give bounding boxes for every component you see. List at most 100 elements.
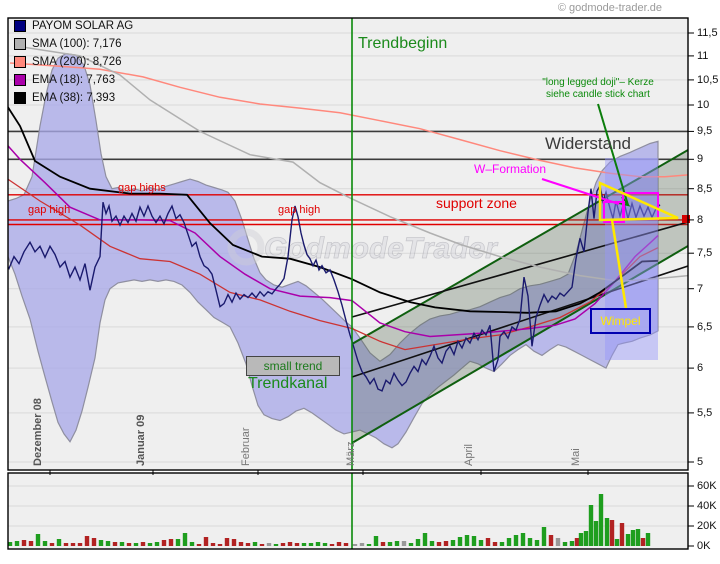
legend-label: EMA (38): 7,393 xyxy=(32,92,116,104)
legend-swatch xyxy=(14,74,26,86)
copyright-text: © godmode-trader.de xyxy=(557,2,662,14)
volume-bar xyxy=(598,494,604,546)
volume-bar xyxy=(49,543,55,546)
volume-bar xyxy=(614,539,620,546)
volume-bar xyxy=(471,536,477,546)
volume-bar xyxy=(436,542,442,546)
current-price-marker xyxy=(682,215,690,223)
annotation-doji-line1: "long legged doji"– Kerze xyxy=(542,77,654,88)
volume-bar xyxy=(366,544,372,546)
volume-bar xyxy=(252,542,258,546)
volume-bar xyxy=(280,543,286,546)
volume-bar xyxy=(604,518,610,546)
volume-bar xyxy=(588,505,594,546)
black-trendline xyxy=(351,265,688,378)
volume-bar xyxy=(422,533,428,546)
volume-bar xyxy=(308,543,314,546)
volume-bar xyxy=(63,543,69,546)
volume-bar xyxy=(578,533,584,546)
volume-bar xyxy=(322,543,328,546)
volume-axis-label: 20K xyxy=(697,520,717,532)
annotation-support-zone: support zone xyxy=(436,195,517,211)
price-axis-label: 6,5 xyxy=(697,321,713,333)
annotation-gap-highs: gap highs xyxy=(118,182,166,194)
volume-bar xyxy=(555,538,561,546)
volume-bar xyxy=(569,541,575,546)
volume-bar xyxy=(464,535,470,546)
volume-bar xyxy=(415,539,421,546)
volume-bar xyxy=(548,535,554,546)
price-axis-label: 9 xyxy=(697,153,704,165)
price-panel-content: GodmodeTrader xyxy=(8,18,688,470)
legend-swatch xyxy=(14,56,26,68)
trend-channel-lower-line xyxy=(351,245,688,444)
volume-bar xyxy=(352,544,358,546)
volume-bar xyxy=(210,543,216,546)
volume-bar xyxy=(175,539,181,546)
legend-swatch xyxy=(14,92,26,104)
volume-bar xyxy=(625,534,631,546)
sma100-curve xyxy=(19,45,688,283)
volume-bar xyxy=(485,538,491,546)
price-line xyxy=(8,183,661,392)
volume-bar xyxy=(450,540,456,546)
volume-bar xyxy=(14,541,20,546)
volume-bar xyxy=(380,542,386,546)
price-axis-label: 7 xyxy=(697,283,704,295)
legend-label: SMA (200): 8,726 xyxy=(32,56,122,68)
volatility-band-cloud xyxy=(8,52,659,449)
volume-bar xyxy=(147,543,153,546)
volume-bar xyxy=(154,542,160,546)
volume-bar xyxy=(527,538,533,546)
volume-bar xyxy=(224,538,230,546)
legend-label: PAYOM SOLAR AG xyxy=(32,20,134,32)
price-axis-label: 5 xyxy=(697,456,704,468)
volume-bar xyxy=(394,541,400,546)
volume-panel-content xyxy=(8,473,688,549)
volume-bar xyxy=(238,542,244,546)
price-axis-label: 10,5 xyxy=(697,74,719,86)
volume-bar xyxy=(619,523,625,546)
legend-item-0: PAYOM SOLAR AG xyxy=(14,20,133,32)
legend-swatch xyxy=(14,20,26,32)
volume-bar xyxy=(133,543,139,546)
volume-bar xyxy=(119,542,125,546)
volume-bar xyxy=(329,544,335,546)
volume-bar xyxy=(266,543,272,546)
volume-axis-label: 60K xyxy=(697,480,717,492)
volume-bar xyxy=(534,540,540,546)
volume-bar xyxy=(294,543,300,546)
volume-bar xyxy=(217,544,223,546)
volume-bar xyxy=(574,538,580,546)
volume-bar xyxy=(245,543,251,546)
price-axis-label: 6 xyxy=(697,362,704,374)
volume-bar xyxy=(70,543,76,546)
legend-item-3: EMA (18): 7,763 xyxy=(14,74,115,86)
ema38-curve xyxy=(8,105,659,314)
price-axis-label: 9,5 xyxy=(697,125,713,137)
price-axis-label: 8 xyxy=(697,214,704,226)
volume-bar xyxy=(336,542,342,546)
volume-bar xyxy=(231,539,237,546)
volume-bar xyxy=(140,542,146,546)
annotation-trendkanal: Trendkanal xyxy=(248,375,328,392)
volume-bar xyxy=(640,538,646,546)
w-formation-arrow xyxy=(541,177,620,206)
annotation-widerstand: Widerstand xyxy=(545,134,631,153)
annotation-doji-line2: siehe candle stick chart xyxy=(546,89,650,100)
volume-bar xyxy=(541,527,547,546)
price-axis-label: 5,5 xyxy=(697,407,713,419)
volume-bar xyxy=(506,538,512,546)
volume-bar xyxy=(259,544,265,546)
volume-bar xyxy=(520,533,526,546)
volume-bar xyxy=(84,536,90,546)
volume-panel-border xyxy=(7,472,689,550)
volume-bar xyxy=(77,543,83,546)
volume-bar xyxy=(359,543,365,546)
legend-item-4: EMA (38): 7,393 xyxy=(14,92,115,104)
annotation-gap-high-left: gap high xyxy=(28,204,71,216)
volume-bar xyxy=(301,543,307,546)
volume-bar xyxy=(189,542,195,546)
